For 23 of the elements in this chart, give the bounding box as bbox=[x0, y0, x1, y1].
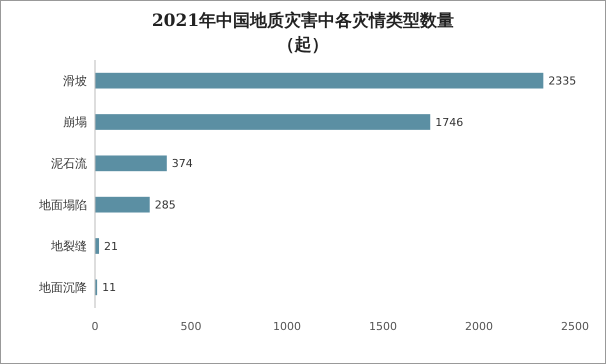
bar bbox=[95, 196, 150, 213]
x-tick-label: 500 bbox=[180, 320, 202, 333]
x-tick-label: 0 bbox=[92, 320, 98, 333]
data-label: 1746 bbox=[435, 116, 464, 129]
data-label: 285 bbox=[154, 198, 176, 212]
x-tick-label: 2500 bbox=[561, 320, 589, 333]
data-label: 21 bbox=[104, 240, 118, 253]
chart-title: 2021年中国地质灾害中各灾情类型数量（起） bbox=[152, 11, 454, 55]
bar bbox=[95, 114, 430, 130]
y-tick-label: 地面塌陷 bbox=[38, 198, 87, 212]
y-tick-label: 地面沉降 bbox=[38, 280, 87, 295]
y-tick-label: 地裂缝 bbox=[50, 239, 87, 254]
data-label: 11 bbox=[102, 281, 116, 294]
data-label: 2335 bbox=[548, 74, 576, 88]
x-tick-label: 1000 bbox=[273, 320, 301, 333]
x-tick-label: 2000 bbox=[465, 320, 493, 333]
bar bbox=[95, 155, 167, 172]
y-tick-label: 崩塌 bbox=[63, 115, 87, 130]
bar bbox=[95, 72, 544, 89]
y-tick-label: 滑坡 bbox=[63, 74, 87, 88]
data-label: 374 bbox=[172, 157, 193, 170]
x-tick-label: 1500 bbox=[369, 320, 397, 333]
y-tick-label: 泥石流 bbox=[51, 156, 87, 171]
